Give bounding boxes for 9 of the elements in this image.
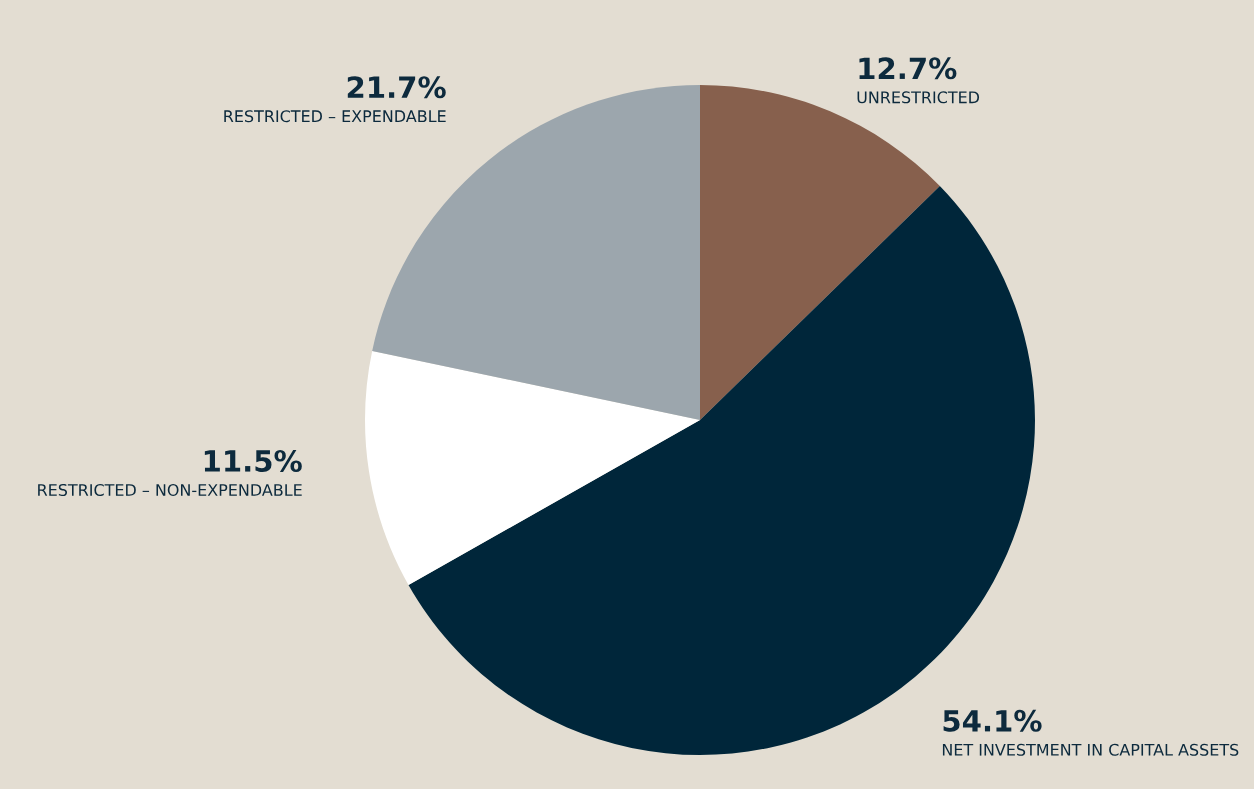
- slice-label: NET INVESTMENT IN CAPITAL ASSETS: [942, 743, 1239, 756]
- slice-label: UNRESTRICTED: [857, 91, 980, 104]
- data-label: 11.5%: [204, 449, 302, 472]
- data-label: 12.7%: [859, 57, 957, 80]
- data-label: 21.7%: [347, 76, 446, 99]
- slice-label: RESTRICTED – EXPENDABLE: [224, 110, 446, 123]
- data-label: 54.1%: [943, 709, 1042, 732]
- slice-label: RESTRICTED – NON-EXPENDABLE: [38, 483, 302, 496]
- pie-slice: [365, 351, 700, 586]
